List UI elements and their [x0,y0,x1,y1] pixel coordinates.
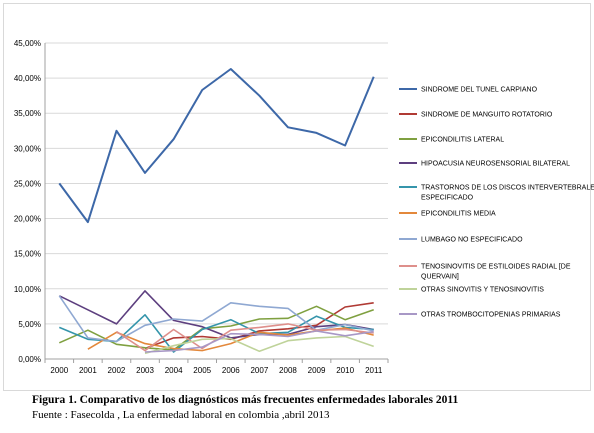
x-tick-label: 2000 [50,366,68,375]
figure-caption: Figura 1. Comparativo de los diagnóstico… [32,394,459,406]
x-tick-label: 2001 [79,366,97,375]
y-tick-label: 15,00% [14,250,41,259]
y-tick-label: 35,00% [14,109,41,118]
series-line [58,290,374,339]
x-tick-label: 2002 [108,366,126,375]
series-line [144,330,374,353]
y-tick-label: 20,00% [14,215,41,224]
legend: SINDROME DEL TUNEL CARPIANO SINDROME DE M… [399,87,594,319]
x-tick-label: 2005 [193,366,211,375]
figure-source: Fuente : Fasecolda , La enfermedad labor… [32,409,330,421]
series-line [58,305,374,351]
series-line [58,68,375,224]
x-tick-label: 2011 [365,366,383,375]
legend-label: EPICONDILITIS LATERAL [421,137,504,144]
legend-label: TENOSINOVITIS DE ESTILOIDES RADIAL [DE QU… [421,264,571,281]
legend-label: SINDROME DEL TUNEL CARPIANO [421,87,538,94]
y-tick-label: 25,00% [14,179,41,188]
legend-label: HIPOACUSIA NEUROSENSORIAL BILATERAL [421,161,570,168]
y-tick-label: 5,00% [18,320,41,329]
x-tick-label: 2009 [308,366,326,375]
y-tick-label: 40,00% [14,74,41,83]
x-tick-label: 2007 [250,366,268,375]
x-tick-label: 2003 [136,366,154,375]
line-chart: 0,00% 5,00% 10,00% 15,00% 20,00% 25,00% 30,00%… [3,3,594,391]
x-tick-label: 2010 [336,366,354,375]
gridlines [45,42,388,325]
legend-label: LUMBAGO NO ESPECIFICADO [421,237,523,244]
legend-label: SINDROME DE MANGUITO ROTATORIO [421,112,553,119]
legend-label: TRASTORNOS DE LOS DISCOS INTERVERTEBRALE… [421,185,594,202]
series-line [58,295,374,343]
y-axis-ticks: 0,00% 5,00% 10,00% 15,00% 20,00% 25,00% 30,00%… [14,39,41,364]
legend-label: OTRAS SINOVITIS Y TENOSINOVITIS [421,287,544,294]
legend-label: EPICONDILITIS MEDIA [421,211,496,218]
x-tick-label: 2004 [165,366,183,375]
y-tick-label: 10,00% [14,285,41,294]
y-tick-label: 30,00% [14,144,41,153]
series-line [116,323,374,352]
legend-label: OTRAS TROMBOCITOPENIAS PRIMARIAS [421,312,561,319]
y-tick-label: 0,00% [18,355,41,364]
x-axis-ticks: 2000 2001 2002 2003 2004 2005 2006 2007 2008 2009… [44,359,389,375]
series-lines [58,68,375,355]
x-tick-label: 2006 [222,366,240,375]
series-line [144,335,374,355]
series-line [144,302,374,350]
y-tick-label: 45,00% [14,39,41,48]
x-tick-label: 2008 [279,366,297,375]
